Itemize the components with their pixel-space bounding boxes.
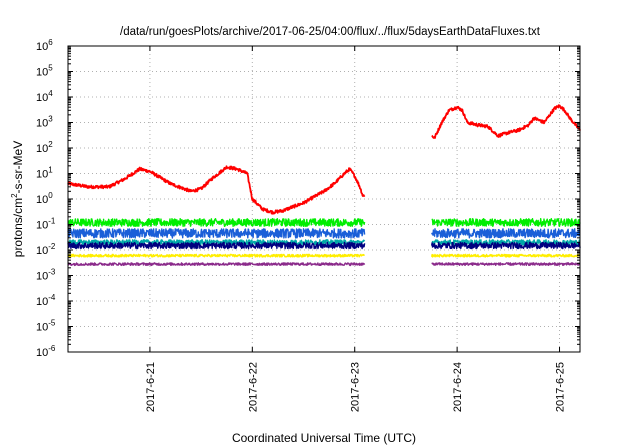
y-tick-label: 103 [36,115,53,130]
y-axis-label-superscript: 2 [10,193,19,198]
chart-title: /data/run/goesPlots/archive/2017-06-25/0… [120,26,541,38]
axis-layer: 10-6 10-5 10-4 10-3 10-2 10-1 100 101 102 103 104 1… [36,38,580,412]
y-tick-label: 10-3 [36,268,56,283]
series-line [67,262,581,267]
y-axis-label: protons/cm2-s-sr-MeV [10,141,25,257]
series-segment [431,218,581,227]
y-tick-label: 100 [36,191,53,206]
series-segment [431,104,581,139]
x-tick-label: 2017-6-24 [452,362,464,412]
series-line [67,239,581,246]
x-tick-label: 2017-6-22 [247,362,259,412]
series-layer [67,104,581,267]
y-tick-label: 10-4 [36,293,56,308]
y-tick-label: 10-5 [36,319,56,334]
y-tick-label: 102 [36,140,53,155]
series-segment [431,228,581,239]
x-tick-label: 2017-6-25 [555,362,567,412]
y-tick-label: 10-2 [36,242,56,257]
series-line [67,218,581,227]
series-segment [67,253,365,258]
x-tick-label: 2017-6-21 [145,362,157,412]
y-tick-label: 104 [36,89,53,104]
series-segment [431,241,581,250]
series-segment [67,239,366,246]
y-tick-label: 101 [36,166,53,181]
x-tick-label: 2017-6-23 [350,362,362,412]
series-line [67,241,581,250]
series-segment [67,218,366,227]
series-segment [67,241,366,250]
series-line [67,228,581,239]
series-line [67,104,581,215]
y-axis-label-tail: -s-sr-MeV [11,141,25,194]
x-axis-label: Coordinated Universal Time (UTC) [232,431,416,445]
y-tick-label: 10-6 [36,344,56,359]
y-tick-label: 105 [36,64,53,79]
series-line [67,253,581,258]
y-tick-label: 106 [36,38,53,53]
series-segment [67,228,366,239]
series-segment [431,253,581,258]
grid-layer [68,46,580,352]
series-segment [67,165,366,215]
y-axis-label-main: protons/cm [11,198,25,257]
series-segment [431,239,581,246]
series-segment [67,262,366,267]
series-segment [431,262,581,267]
y-tick-label: 10-1 [36,217,56,232]
